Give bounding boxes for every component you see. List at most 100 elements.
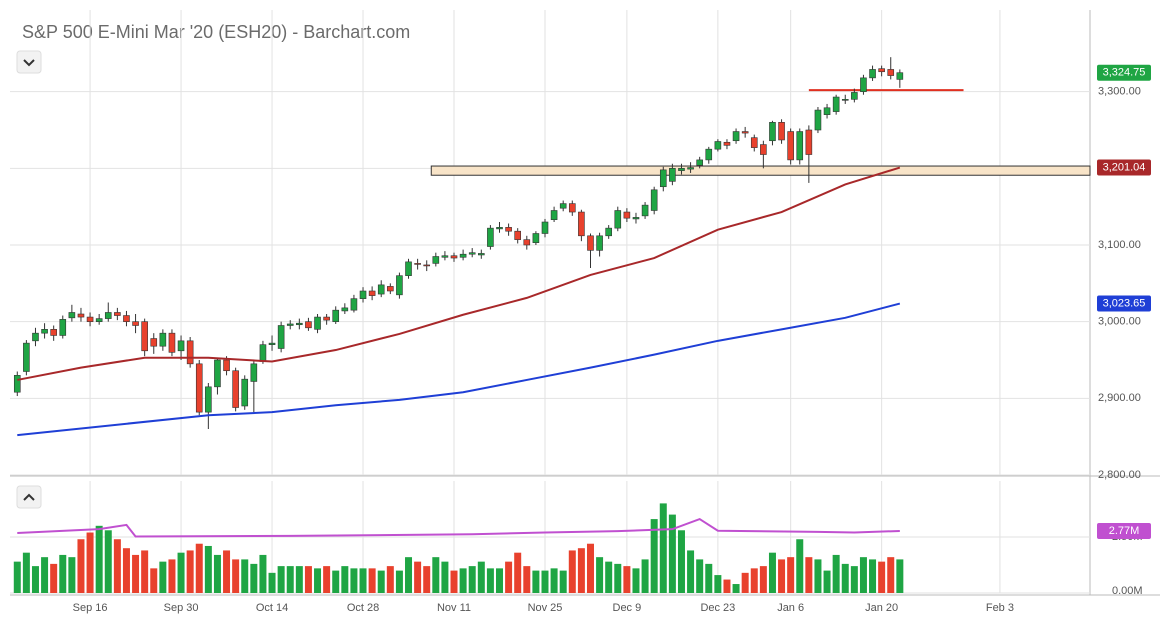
candle <box>214 357 221 395</box>
candle-body <box>13 375 21 393</box>
candle-body <box>641 204 649 217</box>
candle <box>487 225 494 250</box>
volume-bar <box>814 559 822 593</box>
candle-body <box>86 316 94 322</box>
candle <box>669 163 676 186</box>
candle <box>559 200 567 212</box>
volume-bar <box>86 532 94 593</box>
candle <box>459 249 467 261</box>
volume-bar <box>832 554 840 593</box>
volume-bar <box>323 566 331 593</box>
x-tick-label: Dec 9 <box>613 602 642 614</box>
candle-body <box>214 359 221 388</box>
candle <box>741 126 749 138</box>
volume-bar <box>232 559 240 593</box>
candle <box>350 294 358 313</box>
volume-bar <box>395 570 403 593</box>
candle-body <box>760 144 767 155</box>
volume-bar <box>186 550 194 593</box>
candle <box>159 329 167 351</box>
candle-body <box>441 255 449 258</box>
candle <box>869 65 876 81</box>
volume-bar <box>77 539 85 593</box>
candle <box>450 252 458 262</box>
volume-bar <box>177 552 185 593</box>
candle-body <box>186 340 194 365</box>
candle <box>568 200 576 216</box>
candle-body <box>796 131 804 161</box>
candle <box>104 302 112 322</box>
candle-body <box>823 107 831 115</box>
candle-body <box>496 227 503 230</box>
expand-button[interactable] <box>16 485 42 509</box>
candle-body <box>32 332 39 342</box>
candle <box>141 318 148 357</box>
x-tick-label: Sep 16 <box>73 602 108 614</box>
volume-bar <box>59 554 67 593</box>
candle-body <box>132 321 139 326</box>
candle <box>405 258 412 279</box>
volume-bar <box>195 543 203 593</box>
candle-body <box>104 312 112 319</box>
volume-bar <box>841 563 849 593</box>
indicator-line <box>17 302 901 437</box>
volume-bar <box>295 566 303 593</box>
x-tick-label: Feb 3 <box>986 602 1014 614</box>
price-tag <box>1097 64 1151 81</box>
candle-body <box>559 203 567 209</box>
candle <box>787 128 794 165</box>
volume-bar <box>741 572 749 593</box>
volume-bar <box>41 557 49 593</box>
volume-bar <box>150 568 158 593</box>
x-tick-label: Oct 14 <box>256 602 288 614</box>
volume-bar <box>896 559 904 593</box>
volume-bar <box>304 566 312 593</box>
volume-bar <box>386 566 394 593</box>
candle <box>241 375 249 410</box>
candle-body <box>50 329 57 336</box>
candle <box>732 128 740 144</box>
candle <box>41 323 48 339</box>
y-tick-label: 3,000.00 <box>1098 316 1141 328</box>
volume-bar <box>159 561 167 593</box>
candle <box>578 209 585 242</box>
volume-bar <box>568 550 576 593</box>
volume-bar <box>714 575 722 593</box>
volume-bar <box>623 566 631 593</box>
volume-bar <box>259 554 267 593</box>
candle <box>314 314 321 334</box>
volume-bar <box>286 566 294 593</box>
candle-body <box>669 168 676 182</box>
collapse-button[interactable] <box>16 50 42 74</box>
candle <box>832 94 840 115</box>
volume-bar <box>605 561 613 593</box>
candle-body <box>578 211 585 237</box>
candle <box>632 212 640 224</box>
candle-body <box>568 203 576 213</box>
candle-body <box>732 131 740 142</box>
candle-body <box>623 211 631 219</box>
candle-body <box>860 77 867 92</box>
candle <box>659 166 667 192</box>
candle-body <box>605 227 612 237</box>
candle-body <box>241 378 249 407</box>
candle-body <box>696 159 703 166</box>
volume-bar <box>550 568 558 593</box>
volume-bar <box>22 552 30 593</box>
candle <box>432 252 440 267</box>
y-tick-label: 2,800.00 <box>1098 469 1141 481</box>
x-tick-label: Nov 11 <box>437 602 471 614</box>
candle-body <box>659 169 667 188</box>
candle <box>377 280 385 298</box>
volume-bar <box>632 568 640 593</box>
candle <box>332 306 340 324</box>
candle <box>605 225 612 239</box>
candle <box>478 249 485 259</box>
x-tick-label: Nov 25 <box>528 602 563 614</box>
candle-body <box>77 313 85 318</box>
candle-body <box>359 290 367 299</box>
candle-body <box>259 344 267 362</box>
candle-body <box>123 315 130 322</box>
volume-bar <box>532 570 540 593</box>
candle <box>650 186 658 215</box>
